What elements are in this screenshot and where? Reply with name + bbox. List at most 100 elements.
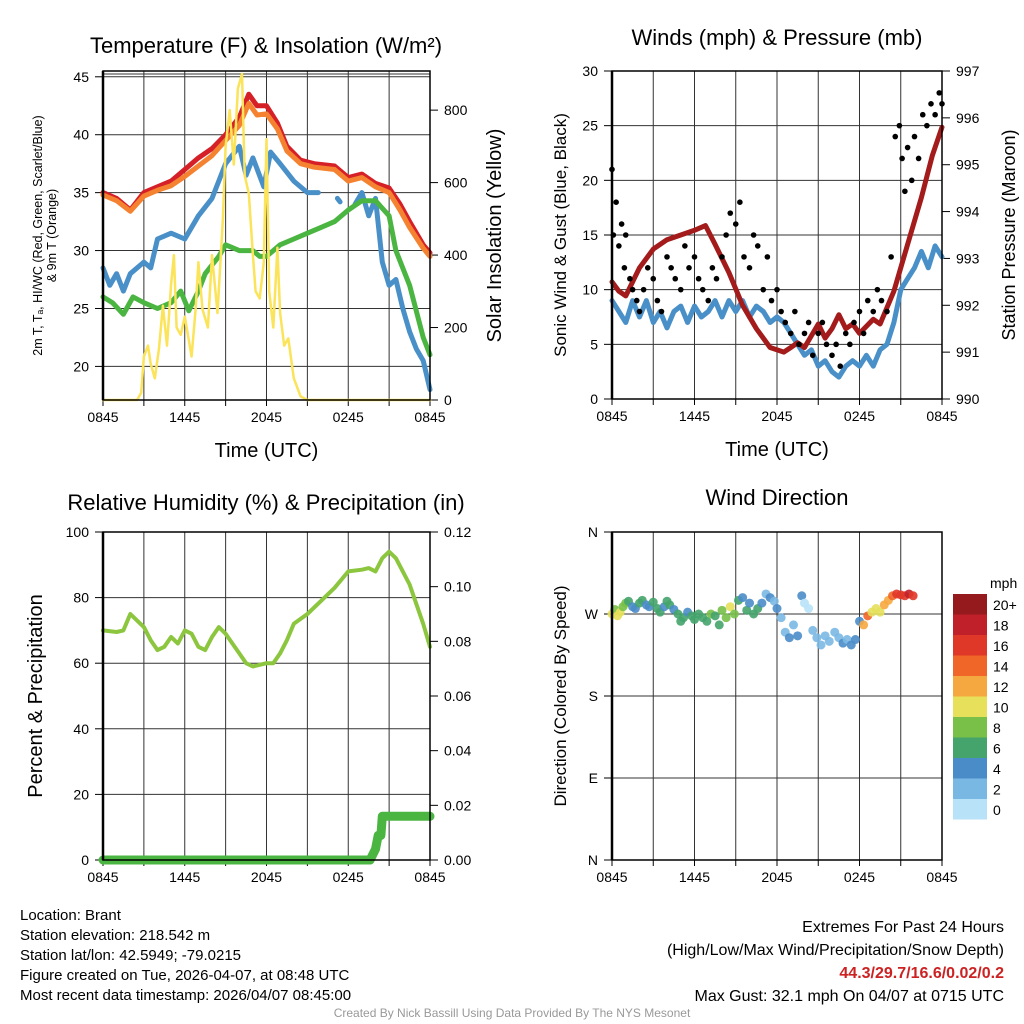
legend-label: 14 bbox=[993, 659, 1009, 675]
gust-point bbox=[919, 111, 926, 118]
direction-point bbox=[772, 604, 782, 614]
x-axis-label: Time (UTC) bbox=[725, 439, 829, 461]
gust-point bbox=[732, 221, 739, 227]
gust-point bbox=[658, 308, 665, 315]
extremes-desc: (High/Low/Max Wind/Precipitation/Snow De… bbox=[666, 942, 1004, 959]
gust-point bbox=[677, 286, 684, 293]
x-tick-label: 1445 bbox=[169, 869, 200, 885]
gust-point bbox=[691, 254, 698, 260]
x-tick-label: 0845 bbox=[414, 869, 445, 885]
x-tick-label: 0245 bbox=[333, 409, 364, 425]
legend-title: mph bbox=[990, 575, 1017, 591]
y2-tick-label: 990 bbox=[956, 391, 980, 407]
x-tick-label: 1445 bbox=[679, 408, 710, 424]
chart-title: Temperature (F) & Insolation (W/m²) bbox=[90, 33, 442, 58]
x-tick-label: 0845 bbox=[414, 409, 445, 425]
direction-point bbox=[648, 597, 658, 607]
extremes-title: Extremes For Past 24 Hours bbox=[802, 919, 1004, 936]
gust-point bbox=[864, 297, 871, 304]
legend-label: 8 bbox=[993, 720, 1001, 736]
direction-point bbox=[875, 607, 885, 617]
y-tick-label: 25 bbox=[73, 300, 89, 316]
legend-swatch bbox=[953, 676, 987, 697]
chart-title: Relative Humidity (%) & Precipitation (i… bbox=[67, 490, 464, 515]
x-axis-label: Time (UTC) bbox=[215, 440, 319, 462]
extremes-values: 44.3/29.7/16.6/0.02/0.2 bbox=[839, 965, 1004, 982]
gust-point bbox=[719, 254, 725, 260]
legend-label: 0 bbox=[993, 802, 1001, 818]
x-tick-label: 0845 bbox=[87, 409, 118, 425]
gust-point bbox=[774, 286, 780, 293]
y2-tick-label: 600 bbox=[444, 175, 468, 191]
gust-point bbox=[695, 275, 702, 282]
direction-point bbox=[776, 613, 786, 623]
x-tick-label: 0845 bbox=[596, 408, 627, 424]
y2-axis-label: Station Pressure (Maroon) bbox=[999, 129, 1019, 340]
legend-swatch bbox=[953, 655, 987, 676]
gust-point bbox=[801, 330, 808, 337]
gust-point bbox=[741, 254, 747, 260]
y-tick-label: 40 bbox=[73, 127, 89, 143]
direction-point bbox=[797, 591, 807, 601]
gust-point bbox=[874, 286, 881, 293]
direction-point bbox=[850, 635, 860, 645]
gust-point bbox=[686, 265, 692, 271]
series-insolation bbox=[101, 72, 432, 402]
y-axis-label: 2m T, Tₐ, HI/WC (Red, Green, Scarlet/Blu… bbox=[31, 115, 45, 355]
x-tick-label: 2045 bbox=[251, 409, 282, 425]
direction-point bbox=[804, 604, 814, 614]
legend-label: 20+ bbox=[993, 597, 1017, 613]
legend-swatch bbox=[953, 737, 987, 758]
y2-tick-label: 991 bbox=[956, 344, 980, 360]
y2-tick-label: 993 bbox=[956, 250, 980, 266]
y2-tick-label: 995 bbox=[956, 157, 980, 173]
y-tick-label: N bbox=[588, 852, 598, 868]
gust-point bbox=[860, 330, 867, 337]
y-tick-label: 20 bbox=[582, 172, 598, 188]
gust-point bbox=[870, 308, 877, 315]
y-tick-label: 0 bbox=[81, 852, 89, 868]
legend-label: 10 bbox=[993, 700, 1009, 716]
gust-point bbox=[760, 286, 767, 293]
gust-point bbox=[750, 232, 757, 238]
chart-title: Winds (mph) & Pressure (mb) bbox=[632, 25, 923, 50]
gust-point bbox=[650, 275, 657, 282]
gust-point bbox=[823, 341, 830, 348]
direction-point bbox=[742, 605, 752, 615]
y-tick-label: 35 bbox=[73, 185, 89, 201]
gust-point bbox=[809, 352, 816, 359]
gust-point bbox=[796, 341, 802, 348]
x-tick-label: 0245 bbox=[844, 869, 875, 885]
x-tick-label: 0845 bbox=[926, 408, 957, 424]
credit-text: Created By Nick Bassill Using Data Provi… bbox=[333, 1006, 691, 1020]
y-tick-label: E bbox=[589, 770, 598, 786]
gust-point bbox=[842, 330, 849, 337]
panel-2: Winds (mph) & Pressure (mb) 0845 1445 2045 0… bbox=[551, 25, 1019, 461]
direction-point bbox=[816, 640, 826, 650]
gust-point bbox=[644, 265, 651, 271]
latlon-text: Station lat/lon: 42.5949; -79.0215 bbox=[20, 947, 242, 964]
gust-point bbox=[829, 352, 835, 359]
series-relative-humidity bbox=[101, 549, 432, 669]
gust-point bbox=[928, 101, 934, 107]
gust-point bbox=[782, 319, 789, 326]
gust-point bbox=[856, 308, 863, 315]
gust-point bbox=[622, 232, 629, 238]
gust-point bbox=[911, 133, 918, 140]
series-station-pressure bbox=[609, 124, 945, 355]
x-tick-label: 0245 bbox=[844, 408, 875, 424]
direction-point bbox=[789, 620, 798, 630]
x-tick-label: 2045 bbox=[761, 869, 792, 885]
gust-point bbox=[837, 363, 844, 370]
direction-point bbox=[859, 620, 869, 630]
gust-point bbox=[908, 177, 915, 184]
direction-point bbox=[745, 598, 754, 608]
y-tick-label: 0 bbox=[590, 391, 598, 407]
gust-point bbox=[737, 199, 743, 205]
legend-label: 6 bbox=[993, 741, 1001, 757]
location-text: Location: Brant bbox=[20, 907, 121, 924]
gust-point bbox=[851, 319, 857, 326]
series-wind-chill bbox=[352, 190, 433, 393]
